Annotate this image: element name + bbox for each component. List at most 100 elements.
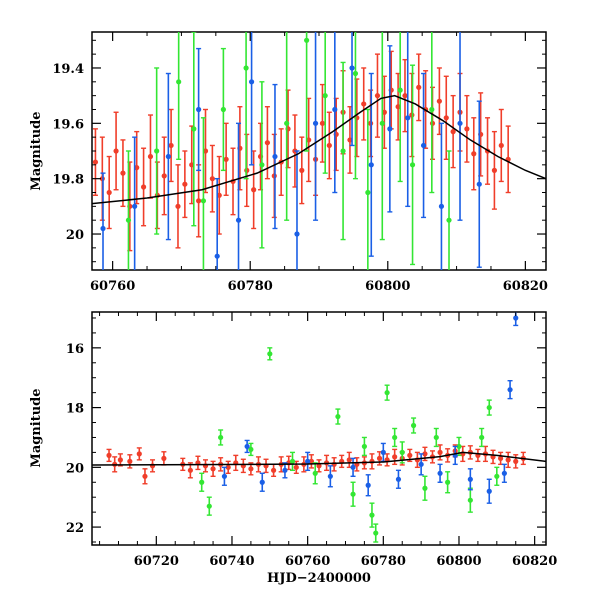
top-green-point bbox=[340, 61, 346, 241]
bottom-green-point bbox=[335, 408, 341, 425]
data-point bbox=[293, 464, 299, 470]
top-green-point bbox=[176, 32, 182, 161]
bottom-red-point bbox=[210, 460, 216, 477]
data-point bbox=[327, 473, 333, 479]
bottom-green-point bbox=[350, 481, 356, 507]
top-red-point bbox=[230, 147, 236, 216]
bottom-green-point bbox=[392, 427, 398, 448]
data-point bbox=[392, 434, 398, 441]
top-green-point bbox=[243, 32, 249, 180]
data-point bbox=[168, 142, 174, 149]
bottom-green-point bbox=[422, 475, 428, 501]
data-point bbox=[113, 148, 119, 154]
top-green-point bbox=[154, 67, 160, 235]
top-red-point bbox=[416, 53, 422, 122]
top-green-point bbox=[429, 32, 435, 194]
top-plot-area bbox=[92, 32, 546, 270]
data-point bbox=[429, 106, 435, 113]
data-point bbox=[486, 488, 492, 494]
bottom-green-point bbox=[369, 502, 375, 528]
top-red-point bbox=[498, 108, 504, 183]
data-point bbox=[316, 463, 322, 469]
data-point bbox=[206, 503, 212, 509]
data-point bbox=[376, 455, 383, 461]
bottom-blue-point bbox=[507, 380, 513, 400]
bottom-blue-point bbox=[244, 439, 250, 454]
data-point bbox=[106, 452, 112, 458]
data-point bbox=[443, 115, 449, 121]
data-point bbox=[491, 167, 498, 173]
data-point bbox=[106, 189, 112, 196]
top-series-blue bbox=[100, 32, 482, 270]
bottom-red-point bbox=[308, 454, 315, 469]
top-model-curve bbox=[92, 94, 546, 205]
data-point bbox=[405, 115, 411, 121]
bottom-green-point bbox=[494, 466, 500, 486]
top-blue-point bbox=[457, 32, 463, 221]
top-red-point bbox=[450, 94, 456, 169]
bottom-green-point bbox=[312, 462, 318, 485]
top-red-point bbox=[299, 136, 305, 205]
top-blue-point bbox=[272, 83, 278, 230]
bottom-blue-point bbox=[327, 465, 333, 488]
data-point bbox=[132, 203, 138, 209]
data-point bbox=[248, 79, 255, 85]
x-tick-label: 60720 bbox=[134, 554, 179, 569]
top-blue-point bbox=[100, 172, 106, 270]
data-point bbox=[200, 198, 207, 204]
data-point bbox=[374, 93, 381, 99]
data-point bbox=[350, 491, 356, 497]
bottom-panel-data bbox=[92, 312, 546, 543]
data-point bbox=[165, 153, 171, 160]
bottom-blue-point bbox=[395, 469, 402, 489]
data-point bbox=[513, 458, 519, 464]
data-point bbox=[507, 387, 513, 393]
top-blue-point bbox=[405, 32, 411, 208]
top-series-green bbox=[125, 32, 452, 270]
data-point bbox=[418, 461, 424, 467]
data-point bbox=[340, 148, 346, 154]
data-point bbox=[326, 142, 332, 149]
bottom-model-curve bbox=[92, 451, 546, 466]
bottom-red-point bbox=[498, 451, 504, 466]
data-point bbox=[422, 485, 428, 491]
data-point bbox=[147, 153, 154, 160]
data-point bbox=[437, 470, 443, 476]
data-point bbox=[272, 153, 278, 160]
data-point bbox=[392, 454, 398, 460]
bottom-red-point bbox=[149, 459, 156, 473]
data-point bbox=[369, 458, 375, 464]
top-green-point bbox=[200, 117, 207, 270]
data-point bbox=[494, 473, 500, 479]
bottom-green-point bbox=[218, 429, 224, 446]
data-point bbox=[436, 98, 442, 104]
bottom-red-point bbox=[225, 460, 231, 475]
data-point bbox=[140, 184, 147, 190]
top-red-point bbox=[196, 164, 202, 238]
top-green-point bbox=[125, 150, 132, 270]
bottom-red-point bbox=[106, 448, 112, 463]
top-green-point bbox=[259, 81, 265, 249]
bottom-green-point bbox=[486, 399, 492, 416]
bottom-green-point bbox=[467, 487, 473, 513]
data-point bbox=[182, 181, 188, 187]
data-point bbox=[445, 479, 451, 485]
data-point bbox=[422, 451, 428, 457]
y-tick-label: 20 bbox=[66, 461, 84, 476]
top-green-point bbox=[409, 64, 416, 266]
data-point bbox=[373, 530, 379, 536]
top-red-point bbox=[161, 136, 167, 216]
data-point bbox=[235, 217, 242, 223]
top-red-point bbox=[113, 111, 119, 191]
data-point bbox=[259, 162, 265, 168]
top-red-point bbox=[175, 164, 181, 249]
top-blue-point bbox=[349, 32, 355, 147]
data-point bbox=[251, 187, 257, 193]
data-point bbox=[409, 162, 416, 168]
data-point bbox=[312, 470, 318, 476]
top-green-point bbox=[322, 32, 328, 174]
y-tick-label: 16 bbox=[66, 342, 84, 357]
bottom-green-point bbox=[361, 436, 367, 457]
bottom-series-green bbox=[199, 347, 500, 543]
